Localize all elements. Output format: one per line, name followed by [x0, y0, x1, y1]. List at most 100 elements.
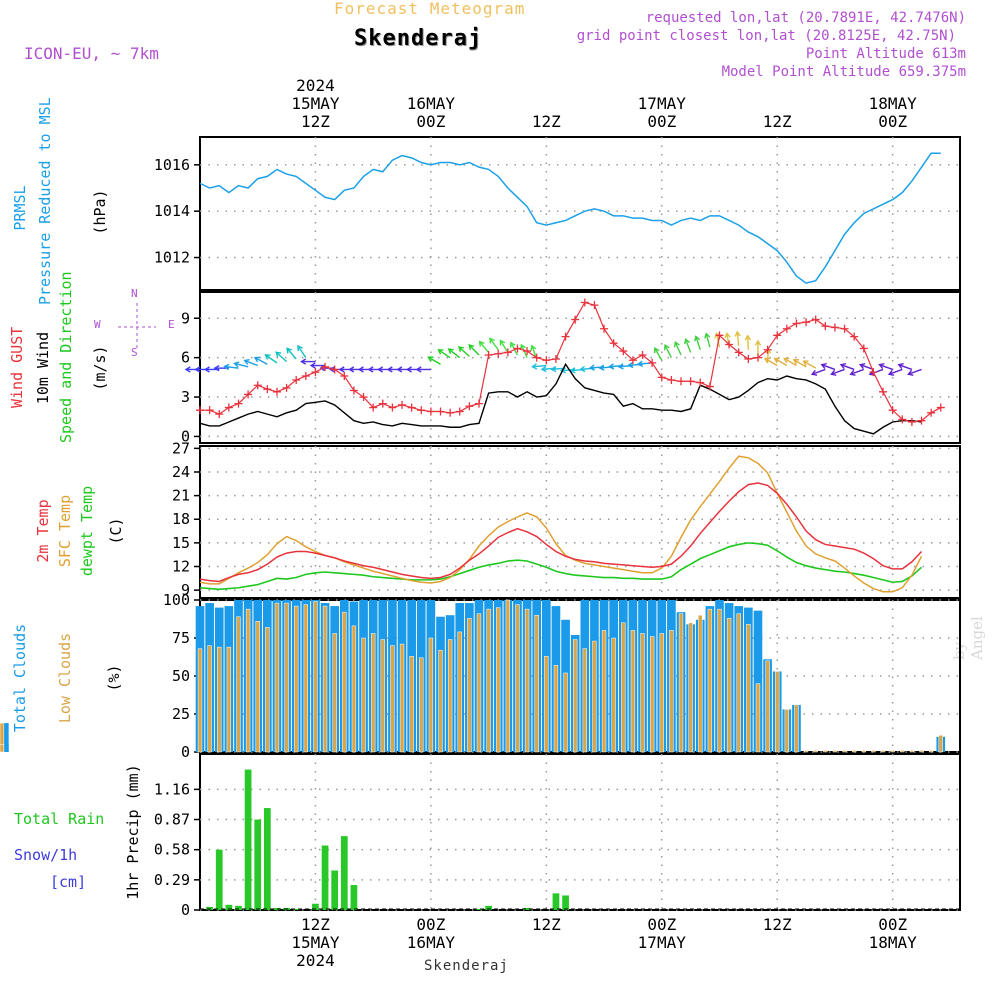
wind-arrow-head: [684, 338, 690, 345]
low-cloud-bar: [419, 657, 424, 753]
gust-marker: [667, 375, 676, 384]
wind-arrow-head: [328, 366, 335, 373]
wind-arrow: [664, 344, 673, 358]
low-cloud-bar: [217, 646, 222, 753]
precip-ytick-label: 0.29: [154, 871, 190, 889]
wind-arrow-head: [275, 351, 282, 358]
low-cloud-bar: [919, 750, 924, 753]
wind-arrow-head: [607, 363, 615, 370]
total-cloud-bar: [0, 723, 9, 752]
low-cloud-bar: [765, 660, 770, 753]
wind-arrow-head: [627, 361, 634, 369]
panel-precip: [194, 753, 961, 911]
wind-ytick-label: 0: [181, 427, 190, 445]
rain-bar: [340, 836, 348, 910]
t2m-line: [199, 482, 923, 583]
wind-arrow: [908, 368, 922, 375]
low-cloud-bar: [255, 621, 260, 753]
low-cloud-bar: [226, 646, 232, 753]
precip-ytick-label: 1.16: [154, 780, 190, 798]
wind-arrow-head: [540, 365, 547, 373]
gust-marker: [811, 315, 820, 324]
bottom-time-label: 17MAY: [638, 933, 687, 952]
wind-arrow: [489, 338, 499, 351]
low-cloud-bar: [544, 655, 549, 753]
wind-arrow-head: [478, 340, 485, 347]
bottom-time-label: 12Z: [532, 915, 561, 934]
wind-arrow-head: [348, 366, 355, 373]
low-cloud-bar: [746, 624, 751, 753]
low-cloud-bar: [736, 613, 741, 753]
low-cloud-bar: [486, 608, 491, 753]
wind-arrow-head: [499, 339, 506, 346]
gust-marker: [782, 324, 791, 333]
low-cloud-bar: [880, 750, 886, 753]
wind-arrow-head: [309, 362, 316, 369]
low-cloud-bar: [688, 622, 693, 753]
wind-arrow-head: [297, 344, 303, 352]
wind-arrow-head: [653, 346, 660, 354]
wind-arrow: [898, 364, 913, 371]
gust-marker: [349, 386, 358, 395]
wind-arrow-head: [598, 364, 605, 371]
rain-bar: [350, 885, 358, 910]
low-cloud-bar: [803, 750, 809, 753]
gust-marker: [244, 390, 253, 399]
wind-arrow-head: [203, 366, 210, 373]
gust-marker: [407, 403, 416, 412]
temperature-ytick-label: 18: [172, 510, 190, 528]
gust-marker: [705, 382, 714, 391]
top-time-label: 12Z: [301, 112, 330, 131]
low-cloud-bar: [245, 608, 251, 753]
rain-bar: [475, 908, 483, 910]
gust-marker: [802, 318, 811, 327]
low-cloud-bar: [649, 636, 655, 753]
wind-arrow: [532, 364, 547, 368]
gust-marker: [455, 407, 464, 416]
gust-marker: [446, 408, 455, 417]
low-cloud-bar: [601, 630, 607, 753]
compass-rose: [118, 303, 156, 349]
rain-bar: [215, 849, 223, 910]
gust-marker: [551, 354, 560, 363]
wind-arrow-head: [489, 337, 495, 344]
gust-marker: [340, 372, 349, 381]
low-cloud-bar: [197, 648, 203, 753]
gust-marker: [590, 301, 599, 310]
rain-bar: [254, 819, 262, 910]
wind-arrow-head: [530, 344, 537, 351]
gust-marker: [648, 358, 657, 367]
low-cloud-bar: [938, 735, 943, 753]
rain-title: Total Rain: [14, 810, 105, 828]
low-cloud-bar: [515, 604, 520, 753]
low-cloud-bar: [717, 608, 722, 753]
bottom-time-label: 2024: [296, 951, 335, 970]
gust-marker: [224, 403, 233, 412]
wind-arrow-head: [820, 363, 827, 370]
pressure-ytick-label: 1014: [154, 202, 190, 220]
gust-marker: [888, 406, 897, 415]
wind-arrow: [265, 354, 278, 364]
wind-arrow-head: [286, 347, 292, 354]
wind-arrow-head: [405, 366, 412, 373]
gust-marker: [907, 417, 916, 426]
low-cloud-bar: [447, 639, 453, 753]
rain-bar: [263, 808, 271, 910]
chart-subtitle: Forecast Meteogram: [334, 0, 526, 18]
precip-ytick-label: 0.58: [154, 841, 190, 859]
wind-arrow: [783, 357, 797, 367]
wind-arrow-head: [396, 366, 403, 373]
clouds-ytick-label: 0: [181, 743, 190, 761]
wind-arrow: [705, 333, 711, 348]
wind-arrow: [499, 340, 509, 353]
bottom-time-label: 12Z: [763, 915, 792, 934]
rain-bar: [321, 845, 329, 910]
gust-marker: [321, 362, 330, 371]
wind-arrow: [234, 362, 249, 368]
top-time-label: 2024: [296, 76, 335, 95]
wind-arrow-head: [694, 335, 701, 342]
wind-arrow-head: [878, 363, 885, 370]
gust-marker: [272, 387, 281, 396]
wind-arrow-head: [550, 365, 557, 373]
